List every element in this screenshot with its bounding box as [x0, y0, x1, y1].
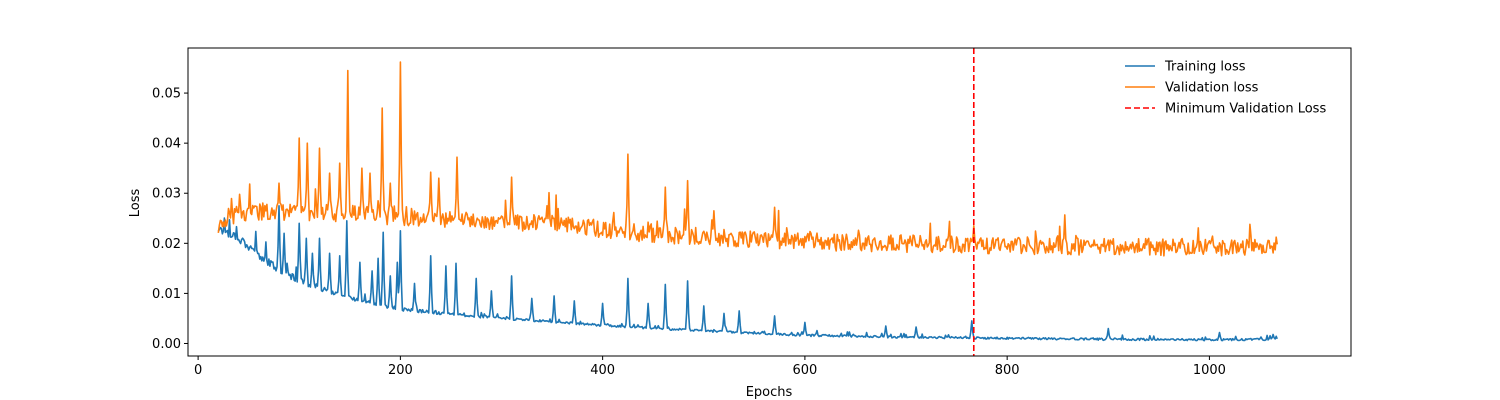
x-axis: 0 200 400 600 800 1000 — [194, 356, 1226, 378]
legend-label: Validation loss — [1165, 81, 1259, 96]
x-tick-label: 200 — [388, 363, 413, 378]
y-tick-label: 0.00 — [152, 337, 181, 352]
y-tick-label: 0.03 — [152, 187, 181, 202]
series-line-validation-loss — [217, 61, 1278, 257]
y-axis-label: Loss — [128, 189, 143, 218]
x-axis-label: Epochs — [746, 385, 793, 400]
legend-label: Minimum Validation Loss — [1165, 102, 1326, 117]
x-tick-label: 800 — [995, 363, 1020, 378]
plot-frame — [187, 47, 1352, 357]
y-tick-label: 0.01 — [152, 287, 181, 302]
x-tick-label: 400 — [590, 363, 615, 378]
y-tick-label: 0.04 — [152, 137, 181, 152]
y-tick-label: 0.05 — [152, 87, 181, 102]
x-tick-label: 0 — [194, 363, 202, 378]
x-tick-label: 1000 — [1193, 363, 1226, 378]
legend: Training loss Validation loss Minimum Vali… — [1125, 60, 1326, 117]
series-layer — [217, 61, 1278, 342]
y-tick-label: 0.02 — [152, 237, 181, 252]
x-tick-label: 600 — [792, 363, 817, 378]
legend-label: Training loss — [1164, 60, 1246, 75]
y-axis: 0.00 0.01 0.02 0.03 0.04 0.05 — [152, 87, 188, 352]
series-line-training-loss — [217, 205, 1278, 342]
